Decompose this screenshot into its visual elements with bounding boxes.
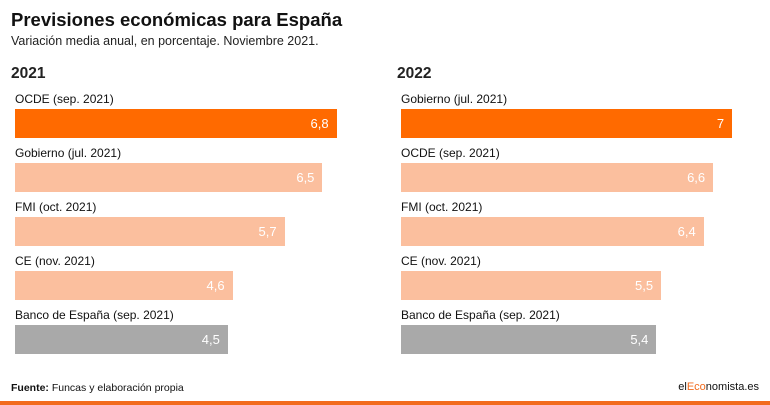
bar-row: Banco de España (sep. 2021) 5,4 bbox=[401, 308, 751, 362]
bar-row: FMI (oct. 2021) 5,7 bbox=[15, 200, 365, 254]
bar: 6,5 bbox=[15, 163, 323, 192]
bar-row: Gobierno (jul. 2021) 6,5 bbox=[15, 146, 365, 200]
brand-suffix: nomista.es bbox=[705, 381, 759, 393]
bar-row: CE (nov. 2021) 5,5 bbox=[401, 254, 751, 308]
bar-value-label: 6,6 bbox=[687, 170, 706, 185]
bar-row: OCDE (sep. 2021) 6,6 bbox=[401, 146, 751, 200]
bar-value-label: 4,6 bbox=[206, 278, 225, 293]
bar-category-label: Gobierno (jul. 2021) bbox=[401, 92, 508, 106]
bar-value-label: 5,4 bbox=[630, 332, 649, 347]
brand-prefix: el bbox=[678, 381, 687, 393]
bar: 7 bbox=[401, 109, 733, 138]
source-text: Funcas y elaboración propia bbox=[48, 382, 184, 394]
source-note: Fuente: Funcas y elaboración propia bbox=[11, 382, 184, 394]
panel-year-2021: 2021 bbox=[11, 65, 46, 82]
bar: 6,4 bbox=[401, 217, 704, 246]
bar-category-label: Banco de España (sep. 2021) bbox=[401, 308, 560, 322]
bar-row: Banco de España (sep. 2021) 4,5 bbox=[15, 308, 365, 362]
bar-value-label: 6,8 bbox=[310, 116, 329, 131]
brand-logo: elEconomista.es bbox=[678, 381, 759, 393]
panel-2022: 2022 Gobierno (jul. 2021) 7 OCDE (sep. 202… bbox=[397, 62, 757, 354]
bar: 6,6 bbox=[401, 163, 714, 192]
bar-value-label: 6,5 bbox=[296, 170, 315, 185]
bar-row: OCDE (sep. 2021) 6,8 bbox=[15, 92, 365, 146]
bar-value-label: 6,4 bbox=[677, 224, 696, 239]
bar-value-label: 4,5 bbox=[201, 332, 220, 347]
panel-year-2022: 2022 bbox=[397, 65, 432, 82]
bar: 4,5 bbox=[15, 325, 228, 354]
bar-category-label: FMI (oct. 2021) bbox=[15, 200, 97, 214]
bar-value-label: 7 bbox=[716, 116, 725, 131]
bar-row: FMI (oct. 2021) 6,4 bbox=[401, 200, 751, 254]
bar-category-label: Gobierno (jul. 2021) bbox=[15, 146, 122, 160]
source-label: Fuente: bbox=[11, 382, 49, 394]
bar-category-label: Banco de España (sep. 2021) bbox=[15, 308, 174, 322]
chart-title: Previsiones económicas para España bbox=[11, 9, 343, 30]
bar-value-label: 5,5 bbox=[635, 278, 654, 293]
bar: 5,4 bbox=[401, 325, 657, 354]
bar-category-label: CE (nov. 2021) bbox=[15, 254, 95, 268]
bar: 6,8 bbox=[15, 109, 337, 138]
bar-row: CE (nov. 2021) 4,6 bbox=[15, 254, 365, 308]
bar: 5,5 bbox=[401, 271, 662, 300]
bar-row: Gobierno (jul. 2021) 7 bbox=[401, 92, 751, 146]
bar-category-label: FMI (oct. 2021) bbox=[401, 200, 483, 214]
chart-subtitle: Variación media anual, en porcentaje. No… bbox=[11, 34, 319, 48]
bar-category-label: OCDE (sep. 2021) bbox=[401, 146, 500, 160]
bar-category-label: OCDE (sep. 2021) bbox=[15, 92, 114, 106]
panel-2021: 2021 OCDE (sep. 2021) 6,8 Gobierno (jul. 2… bbox=[11, 62, 371, 354]
bar-value-label: 5,7 bbox=[258, 224, 277, 239]
bar: 4,6 bbox=[15, 271, 233, 300]
brand-accent: Eco bbox=[686, 381, 706, 393]
bar: 5,7 bbox=[15, 217, 285, 246]
bar-category-label: CE (nov. 2021) bbox=[401, 254, 481, 268]
bottom-accent-line bbox=[0, 401, 770, 405]
